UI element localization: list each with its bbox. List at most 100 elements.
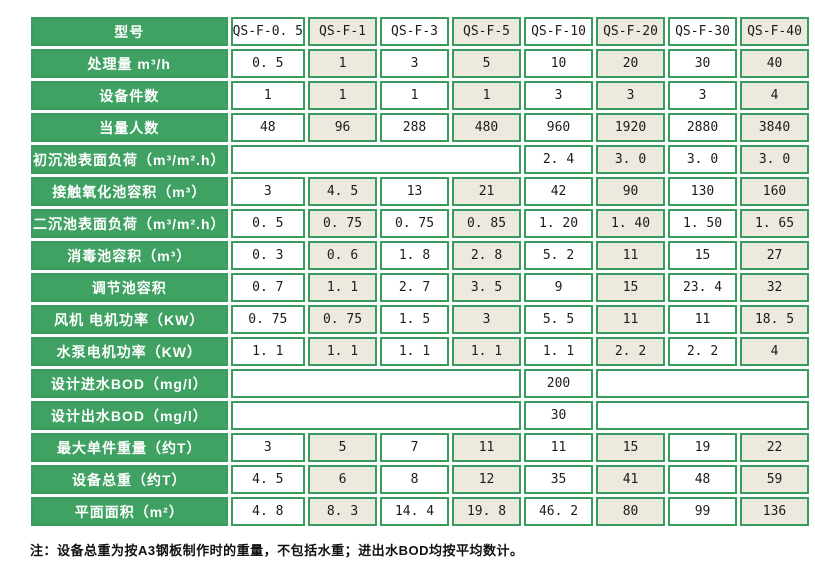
data-cell: 46. 2 [524, 497, 594, 526]
row-label: 设备总重（约T） [31, 465, 228, 494]
data-cell: 27 [740, 241, 810, 270]
data-cell: 11 [596, 305, 666, 334]
data-cell: 41 [596, 465, 666, 494]
table-row: 最大单件重量（约T） 3 5 7 11 11 15 19 22 [31, 433, 810, 462]
data-cell [230, 145, 522, 174]
data-cell: 2880 [668, 113, 738, 142]
data-cell: 18. 5 [740, 305, 810, 334]
data-cell: 2. 2 [668, 337, 738, 366]
data-cell: 7 [380, 433, 450, 462]
row-label: 设计出水BOD（mg/l） [31, 401, 228, 430]
data-cell: 5 [308, 433, 378, 462]
data-cell: 0. 75 [380, 209, 450, 238]
data-cell: 1. 1 [524, 337, 594, 366]
data-cell: 3 [452, 305, 522, 334]
row-label: 调节池容积 [31, 273, 228, 302]
data-cell: 1 [308, 49, 378, 78]
data-cell: 96 [308, 113, 378, 142]
data-cell: 3 [668, 81, 738, 110]
data-cell: 4 [740, 81, 810, 110]
model-header-cell: QS-F-40 [740, 17, 810, 46]
data-cell: 32 [740, 273, 810, 302]
data-cell: 1. 1 [452, 337, 522, 366]
data-cell: 0. 85 [452, 209, 522, 238]
table-row: 接触氧化池容积（m³） 3 4. 5 13 21 42 90 130 160 [31, 177, 810, 206]
model-row-label: 型号 [31, 17, 228, 46]
data-cell: 4 [740, 337, 810, 366]
data-cell: 80 [596, 497, 666, 526]
data-cell: 1. 40 [596, 209, 666, 238]
data-cell: 2. 8 [452, 241, 522, 270]
data-cell: 19 [668, 433, 738, 462]
data-cell: 0. 7 [230, 273, 306, 302]
row-label: 接触氧化池容积（m³） [31, 177, 228, 206]
data-cell: 12 [452, 465, 522, 494]
footnote: 注：设备总重为按A3钢板制作时的重量，不包括水重；进出水BOD均按平均数计。 [30, 543, 524, 558]
data-cell: 90 [596, 177, 666, 206]
data-cell: 3. 0 [740, 145, 810, 174]
data-cell: 15 [668, 241, 738, 270]
data-cell: 19. 8 [452, 497, 522, 526]
table-row: 二沉池表面负荷（m³/m².h） 0. 5 0. 75 0. 75 0. 85 1. 20… [31, 209, 810, 238]
data-cell: 1. 1 [308, 273, 378, 302]
data-cell: 1920 [596, 113, 666, 142]
row-label: 平面面积（m²） [31, 497, 228, 526]
row-label: 当量人数 [31, 113, 228, 142]
data-cell: 1. 65 [740, 209, 810, 238]
data-cell: 13 [380, 177, 450, 206]
data-cell: 23. 4 [668, 273, 738, 302]
data-cell: 6 [308, 465, 378, 494]
data-cell: 130 [668, 177, 738, 206]
data-cell [230, 369, 522, 398]
data-cell: 3840 [740, 113, 810, 142]
data-cell: 0. 3 [230, 241, 306, 270]
data-cell: 10 [524, 49, 594, 78]
model-header-cell: QS-F-0. 5 [230, 17, 306, 46]
data-cell [596, 401, 810, 430]
data-cell: 4. 5 [308, 177, 378, 206]
data-cell: 4. 5 [230, 465, 306, 494]
data-cell: 200 [524, 369, 594, 398]
table-row: 设备件数 1 1 1 1 3 3 3 4 [31, 81, 810, 110]
data-cell: 3 [596, 81, 666, 110]
data-cell: 11 [524, 433, 594, 462]
data-cell: 20 [596, 49, 666, 78]
data-cell: 5. 2 [524, 241, 594, 270]
data-cell: 48 [668, 465, 738, 494]
model-header-row: 型号 QS-F-0. 5 QS-F-1 QS-F-3 QS-F-5 QS-F-10 QS-F… [31, 17, 810, 46]
data-cell: 21 [452, 177, 522, 206]
page: 型号 QS-F-0. 5 QS-F-1 QS-F-3 QS-F-5 QS-F-10 QS-F… [30, 17, 810, 558]
data-cell: 22 [740, 433, 810, 462]
data-cell: 1 [452, 81, 522, 110]
data-cell: 0. 75 [230, 305, 306, 334]
data-cell: 3. 0 [668, 145, 738, 174]
data-cell: 35 [524, 465, 594, 494]
model-header-cell: QS-F-5 [452, 17, 522, 46]
row-label: 消毒池容积（m³） [31, 241, 228, 270]
data-cell: 136 [740, 497, 810, 526]
data-cell: 0. 75 [308, 305, 378, 334]
table-row: 消毒池容积（m³） 0. 3 0. 6 1. 8 2. 8 5. 2 11 15 27 [31, 241, 810, 270]
model-header-cell: QS-F-30 [668, 17, 738, 46]
table-row: 设计进水BOD（mg/l） 200 [31, 369, 810, 398]
data-cell: 0. 6 [308, 241, 378, 270]
table-row: 处理量 m³/h 0. 5 1 3 5 10 20 30 40 [31, 49, 810, 78]
model-header-cell: QS-F-10 [524, 17, 594, 46]
row-label: 设计进水BOD（mg/l） [31, 369, 228, 398]
row-label: 水泵电机功率（KW） [31, 337, 228, 366]
data-cell: 1. 5 [380, 305, 450, 334]
data-cell: 1. 1 [380, 337, 450, 366]
data-cell: 3. 5 [452, 273, 522, 302]
data-cell: 0. 75 [308, 209, 378, 238]
data-cell: 5. 5 [524, 305, 594, 334]
table-row: 当量人数 48 96 288 480 960 1920 2880 3840 [31, 113, 810, 142]
table-row: 设计出水BOD（mg/l） 30 [31, 401, 810, 430]
data-cell: 8. 3 [308, 497, 378, 526]
data-cell: 9 [524, 273, 594, 302]
row-label: 处理量 m³/h [31, 49, 228, 78]
data-cell: 11 [596, 241, 666, 270]
data-cell: 1. 50 [668, 209, 738, 238]
data-cell: 3. 0 [596, 145, 666, 174]
data-cell: 30 [668, 49, 738, 78]
table-row: 调节池容积 0. 7 1. 1 2. 7 3. 5 9 15 23. 4 32 [31, 273, 810, 302]
